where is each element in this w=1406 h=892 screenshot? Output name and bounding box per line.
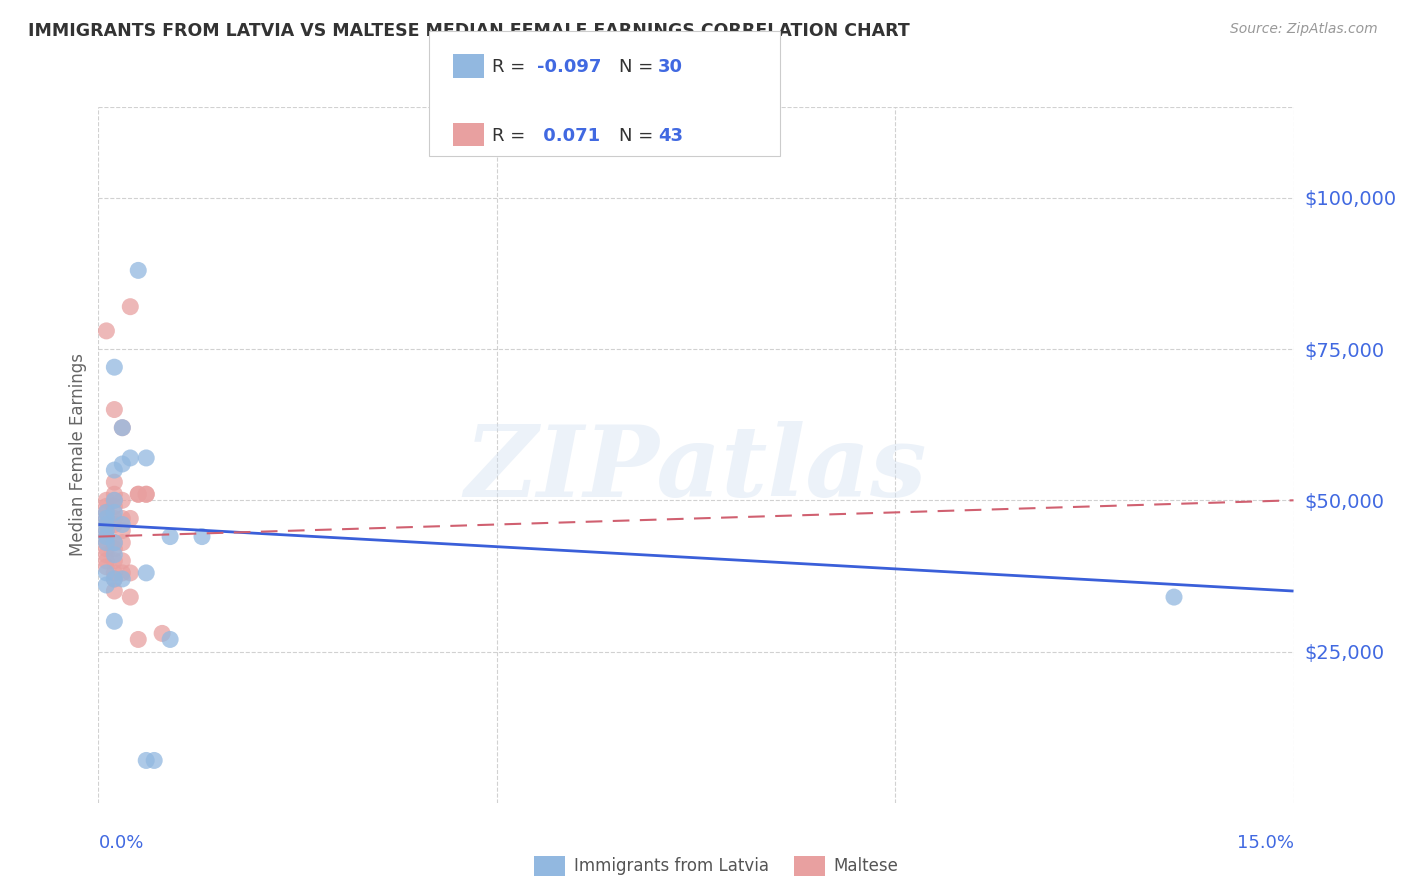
Point (96, 554, 118, 568)
Point (96, 493, 118, 508)
Point (103, 360, 125, 375)
Text: 30: 30 (658, 58, 683, 76)
Point (96, 541, 118, 556)
Point (96, 511, 118, 525)
Point (111, 572, 134, 586)
Text: -0.097: -0.097 (537, 58, 602, 76)
Point (103, 500, 125, 514)
Point (96, 548, 118, 562)
Point (96, 530, 118, 544)
Point (103, 463, 125, 477)
Point (111, 457, 134, 471)
Point (127, 632, 149, 647)
Text: Source: ZipAtlas.com: Source: ZipAtlas.com (1230, 22, 1378, 37)
Text: N =: N = (619, 58, 658, 76)
Point (96, 324, 118, 338)
Point (191, 530, 214, 544)
Point (159, 632, 181, 647)
Point (135, 487, 157, 501)
Text: 0.071: 0.071 (537, 127, 600, 145)
Point (135, 566, 157, 580)
Point (159, 530, 181, 544)
Point (111, 420, 134, 434)
Text: R =: R = (492, 58, 531, 76)
Point (127, 487, 149, 501)
Point (111, 524, 134, 538)
Point (103, 554, 125, 568)
Point (96, 511, 118, 525)
Text: IMMIGRANTS FROM LATVIA VS MALTESE MEDIAN FEMALE EARNINGS CORRELATION CHART: IMMIGRANTS FROM LATVIA VS MALTESE MEDIAN… (28, 22, 910, 40)
Point (103, 572, 125, 586)
Point (111, 511, 134, 525)
Point (103, 535, 125, 549)
Point (120, 300, 142, 314)
Point (103, 493, 125, 508)
Point (96, 530, 118, 544)
Point (103, 615, 125, 629)
Text: N =: N = (619, 127, 658, 145)
Point (120, 590, 142, 604)
Point (96, 517, 118, 532)
Point (96, 535, 118, 549)
Point (135, 487, 157, 501)
Point (103, 548, 125, 562)
Point (96, 578, 118, 592)
Point (150, 626, 173, 640)
Point (111, 535, 134, 549)
Point (103, 541, 125, 556)
Point (111, 554, 134, 568)
Text: R =: R = (492, 127, 531, 145)
Point (111, 517, 134, 532)
Point (120, 450, 142, 465)
Point (103, 572, 125, 586)
Point (96, 500, 118, 514)
Point (103, 535, 125, 549)
Text: 15.0%: 15.0% (1236, 834, 1294, 852)
Point (103, 402, 125, 417)
Point (103, 566, 125, 580)
Point (111, 566, 134, 580)
Point (103, 493, 125, 508)
Point (96, 524, 118, 538)
Point (103, 487, 125, 501)
Point (96, 524, 118, 538)
Point (96, 535, 118, 549)
Text: 43: 43 (658, 127, 683, 145)
Point (96, 517, 118, 532)
Point (96, 566, 118, 580)
Point (103, 584, 125, 599)
Point (103, 511, 125, 525)
Text: Maltese: Maltese (834, 857, 898, 875)
Point (143, 754, 166, 768)
Text: ZIPatlas: ZIPatlas (465, 421, 927, 517)
Point (120, 511, 142, 525)
Point (96, 559, 118, 574)
Point (96, 505, 118, 519)
Point (111, 420, 134, 434)
Point (120, 566, 142, 580)
Point (135, 450, 157, 465)
Point (111, 493, 134, 508)
Point (135, 754, 157, 768)
Text: Immigrants from Latvia: Immigrants from Latvia (574, 857, 769, 875)
Point (103, 517, 125, 532)
Point (1163, 590, 1185, 604)
Point (103, 475, 125, 490)
Point (103, 505, 125, 519)
Text: 0.0%: 0.0% (98, 834, 143, 852)
Y-axis label: Median Female Earnings: Median Female Earnings (69, 353, 87, 557)
Point (127, 487, 149, 501)
Point (127, 263, 149, 277)
Point (96, 505, 118, 519)
